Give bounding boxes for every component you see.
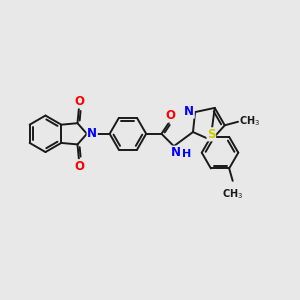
Text: N: N — [184, 105, 194, 118]
Text: N: N — [171, 146, 181, 159]
Text: O: O — [74, 95, 84, 108]
Text: H: H — [182, 149, 191, 159]
Text: O: O — [74, 160, 84, 173]
Text: CH$_3$: CH$_3$ — [221, 187, 243, 200]
Text: CH$_3$: CH$_3$ — [239, 114, 260, 128]
Text: O: O — [166, 109, 176, 122]
Text: S: S — [207, 128, 216, 141]
Text: N: N — [87, 127, 97, 140]
